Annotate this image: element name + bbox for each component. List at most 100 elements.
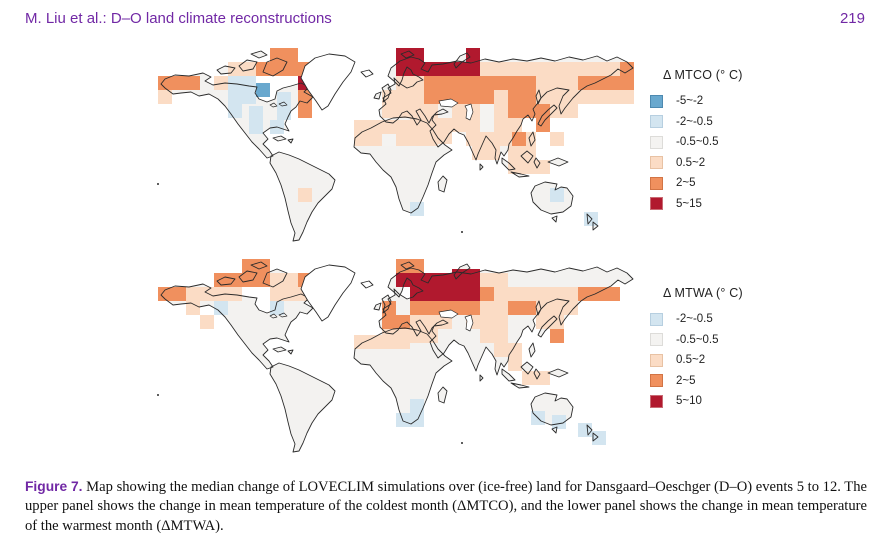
map-cell (382, 90, 424, 104)
map-cell (298, 104, 312, 118)
map-cell (480, 104, 494, 118)
legend-range-label: 2~5 (676, 177, 696, 190)
map-cell (536, 104, 550, 118)
map-cell (550, 329, 564, 343)
mtwa-svg (157, 259, 634, 453)
legend-swatch-l (650, 353, 663, 367)
legend-range-label: -0.5~0.5 (676, 333, 719, 346)
map-cell (536, 76, 578, 90)
map-cell (410, 301, 480, 315)
mtco-legend-item: 2~5 (650, 173, 800, 194)
map-cell (242, 76, 256, 90)
legend-swatch-m (650, 94, 663, 108)
map-cell (200, 315, 214, 329)
legend-swatch-w (650, 135, 663, 149)
map-cell (472, 146, 500, 160)
legend-range-label: 0.5~2 (676, 354, 706, 367)
map-cell (508, 90, 536, 104)
legend-range-label: 5~10 (676, 395, 702, 408)
map-cell (424, 76, 536, 90)
mtwa-legend-title: Δ MTWA (° C) (663, 286, 743, 300)
map-cell (249, 120, 263, 134)
mtwa-legend: Δ MTWA (° C) -2~-0.5 -0.5~0.5 0.5~2 2~5 5~10 (650, 286, 800, 412)
map-cell (508, 357, 522, 371)
map-cell (480, 62, 634, 76)
mtco-map (155, 46, 655, 250)
mtwa-legend-item: 0.5~2 (650, 350, 800, 371)
map-cell (578, 76, 634, 90)
figure-caption: Figure 7. Map showing the median change … (25, 477, 867, 536)
legend-swatch-o (650, 176, 663, 190)
map-cell (214, 301, 228, 315)
map-cell (466, 48, 480, 62)
legend-range-label: 2~5 (676, 374, 696, 387)
mtco-legend-item: -0.5~0.5 (650, 132, 800, 153)
map-cell (508, 104, 536, 118)
map-cell (242, 259, 270, 273)
map-cell (249, 106, 263, 120)
map-cell (242, 90, 256, 104)
map-cell (508, 301, 536, 315)
map-cell (410, 399, 424, 413)
map-cell (277, 106, 291, 120)
map-cell (228, 104, 242, 118)
map-cell (228, 90, 242, 104)
map-cell (410, 287, 480, 301)
map-cell (550, 188, 564, 202)
map-cell (228, 62, 256, 76)
mtwa-legend-item: 2~5 (650, 371, 800, 392)
map-cell (578, 287, 620, 301)
mtco-legend-title: Δ MTCO (° C) (663, 68, 743, 82)
page-number: 219 (839, 10, 865, 27)
legend-swatch-b (650, 312, 663, 326)
map-cell (228, 76, 242, 90)
map-cell (552, 415, 566, 429)
map-cell (396, 273, 452, 287)
map-cell (536, 301, 578, 315)
legend-range-label: -0.5~0.5 (676, 136, 719, 149)
map-cell (494, 287, 578, 301)
map-cell (480, 301, 508, 315)
mtco-legend-item: 0.5~2 (650, 153, 800, 174)
mtco-legend-item: -5~-2 (650, 91, 800, 112)
map-cell (536, 118, 550, 132)
map-cell (424, 90, 494, 104)
map-cell (494, 90, 508, 104)
mtco-legend: Δ MTCO (° C) -5~-2 -2~-0.5 -0.5~0.5 0.5~2 2~… (650, 68, 800, 214)
map-cell (382, 104, 424, 118)
map-cell (466, 315, 508, 329)
legend-range-label: -2~-0.5 (676, 313, 713, 326)
map-cell (270, 48, 298, 62)
map-cell (424, 122, 452, 144)
map-cell (298, 188, 312, 202)
map-cell (508, 160, 522, 174)
map-cell (592, 431, 606, 445)
map-cell (480, 329, 508, 343)
legend-swatch-l (650, 156, 663, 170)
anomaly-cells (158, 48, 634, 226)
map-cell (354, 335, 410, 349)
legend-range-label: -2~-0.5 (676, 115, 713, 128)
map-cell (512, 132, 526, 146)
legend-swatch-b (650, 115, 663, 129)
map-cell (382, 134, 396, 146)
map-cell (158, 90, 172, 104)
anomaly-cells (158, 259, 620, 445)
map-cell (298, 90, 312, 104)
legend-swatch-o (650, 374, 663, 388)
figure-caption-label: Figure 7. (25, 478, 83, 494)
mtwa-legend-item: -0.5~0.5 (650, 330, 800, 351)
legend-range-label: -5~-2 (676, 95, 704, 108)
mtco-legend-item: 5~15 (650, 194, 800, 215)
map-cell (578, 423, 592, 437)
legend-range-label: 0.5~2 (676, 156, 706, 169)
map-cell (396, 76, 424, 90)
map-cell (354, 120, 438, 132)
map-cell (508, 146, 536, 160)
map-cell (214, 273, 270, 287)
map-cell (494, 343, 522, 357)
map-cell (550, 132, 564, 146)
legend-range-label: 5~15 (676, 197, 702, 210)
coastlines (157, 50, 634, 242)
mtco-legend-item: -2~-0.5 (650, 112, 800, 133)
